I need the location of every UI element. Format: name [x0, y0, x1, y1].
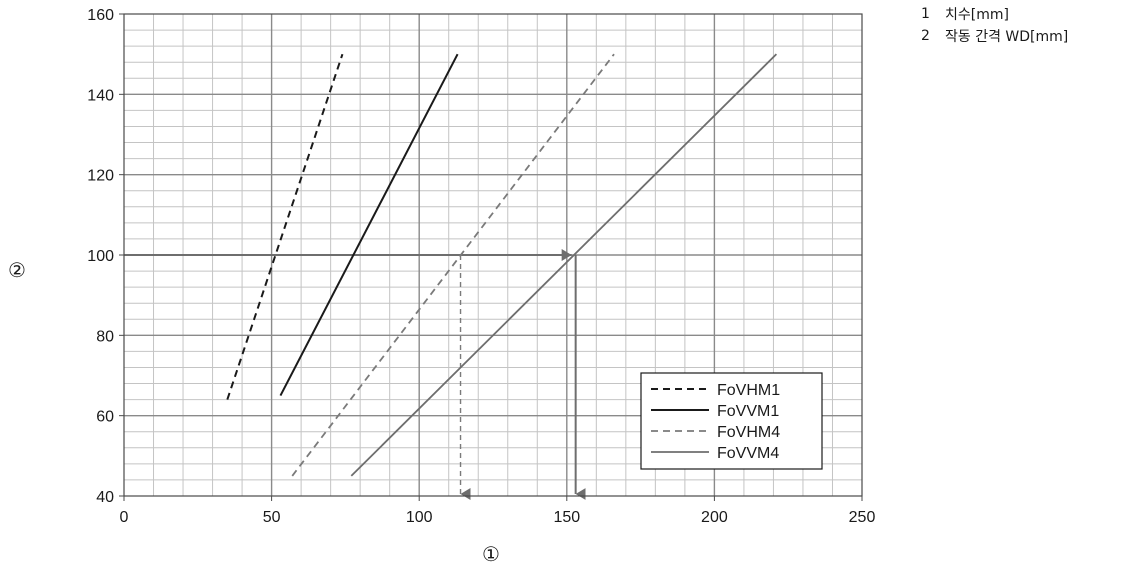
x-tick-label: 250: [849, 509, 876, 526]
x-tick-label: 200: [701, 509, 728, 526]
plot-frame: [123, 13, 863, 497]
y-axis-label: ②: [8, 258, 26, 282]
x-tick-label: 150: [553, 509, 580, 526]
x-tick-label: 0: [120, 509, 129, 526]
y-tick-label: 120: [87, 168, 114, 185]
y-tick-label: 80: [96, 328, 114, 345]
key-number: 2: [921, 28, 930, 44]
series-line-fovvm1: [279, 53, 459, 397]
key-text: 치수[mm]: [945, 7, 1009, 23]
axis-key-list: 1 치수[mm] 2 작동 간격 WD[mm]: [921, 3, 1068, 47]
legend-box: [640, 372, 823, 470]
key-number: 1: [921, 6, 930, 22]
series-line-fovhm1: [226, 53, 344, 400]
x-tick-label: 50: [263, 509, 281, 526]
legend-label: FoVVM1: [717, 403, 779, 420]
series-line-fovhm4: [291, 53, 615, 477]
legend-label: FoVHM1: [717, 382, 780, 399]
key-item-2: 2 작동 간격 WD[mm]: [921, 25, 1068, 47]
x-tick-label: 100: [406, 509, 433, 526]
legend: FoVHM1 FoVVM1 FoVHM4 FoVVM4: [640, 372, 823, 470]
legend-label: FoVHM4: [717, 424, 780, 441]
y-tick-label: 140: [87, 87, 114, 104]
y-tick-label: 100: [87, 248, 114, 265]
key-item-1: 1 치수[mm]: [921, 3, 1068, 25]
x-axis-label: ①: [482, 542, 500, 566]
series-layer: [226, 53, 778, 477]
key-text: 작동 간격 WD[mm]: [945, 29, 1069, 45]
y-tick-label: 160: [87, 7, 114, 24]
tick-labels: 0 50 100 150 200 250 40 60 80 100 120 140 160: [87, 7, 875, 526]
y-tick-label: 40: [96, 489, 114, 506]
reference-lines: [124, 249, 586, 500]
series-line-fovvm4: [350, 53, 778, 477]
legend-label: FoVVM4: [717, 445, 779, 462]
y-tick-label: 60: [96, 409, 114, 426]
